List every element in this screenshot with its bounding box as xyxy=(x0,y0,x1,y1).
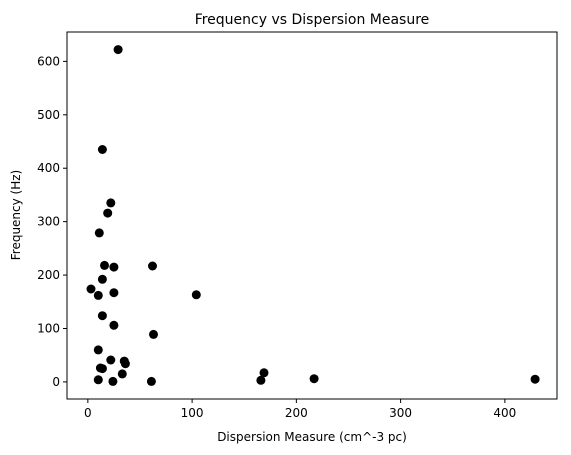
y-tick-label: 300 xyxy=(37,215,60,229)
data-point xyxy=(106,198,116,208)
x-tick-label: 200 xyxy=(285,406,308,420)
data-point xyxy=(259,368,269,378)
x-tick-label: 0 xyxy=(84,406,92,420)
data-point xyxy=(109,288,119,298)
data-point xyxy=(106,355,116,365)
data-point xyxy=(97,274,107,284)
data-point xyxy=(100,260,109,270)
data-point xyxy=(93,290,103,300)
data-point xyxy=(149,329,158,339)
data-point xyxy=(120,359,130,369)
data-point xyxy=(97,311,107,321)
data-point xyxy=(191,290,201,300)
y-tick-label: 400 xyxy=(37,161,60,175)
data-point xyxy=(148,261,157,271)
x-tick-label: 400 xyxy=(493,406,516,420)
y-axis-ticks: 0 100 200 300 400 500 600 xyxy=(37,54,67,389)
y-tick-label: 0 xyxy=(52,375,60,389)
x-tick-label: 300 xyxy=(389,406,412,420)
data-point xyxy=(109,320,119,330)
data-point xyxy=(94,228,104,238)
x-tick-label: 100 xyxy=(181,406,204,420)
y-axis-label: Frequency (Hz) xyxy=(9,170,23,261)
data-point xyxy=(97,145,107,154)
data-point xyxy=(309,374,319,384)
plot-frame xyxy=(66,31,558,400)
data-point xyxy=(93,375,103,385)
data-point xyxy=(108,376,118,386)
data-points xyxy=(86,45,540,386)
data-point xyxy=(256,375,266,385)
y-tick-label: 200 xyxy=(37,268,60,282)
x-axis-label: Dispersion Measure (cm^-3 pc) xyxy=(217,430,407,444)
data-point xyxy=(103,208,113,218)
data-point xyxy=(117,369,127,379)
data-point xyxy=(97,364,107,374)
x-axis-ticks: 0 100 200 300 400 xyxy=(84,399,516,420)
y-tick-label: 600 xyxy=(37,54,60,68)
data-point xyxy=(113,45,123,55)
data-point xyxy=(86,284,96,294)
y-tick-label: 500 xyxy=(37,108,60,122)
data-point xyxy=(93,345,103,355)
data-point xyxy=(109,262,119,272)
data-point xyxy=(146,376,156,386)
y-tick-label: 100 xyxy=(37,321,60,335)
data-point xyxy=(530,374,540,384)
chart-title: Frequency vs Dispersion Measure xyxy=(195,12,430,28)
